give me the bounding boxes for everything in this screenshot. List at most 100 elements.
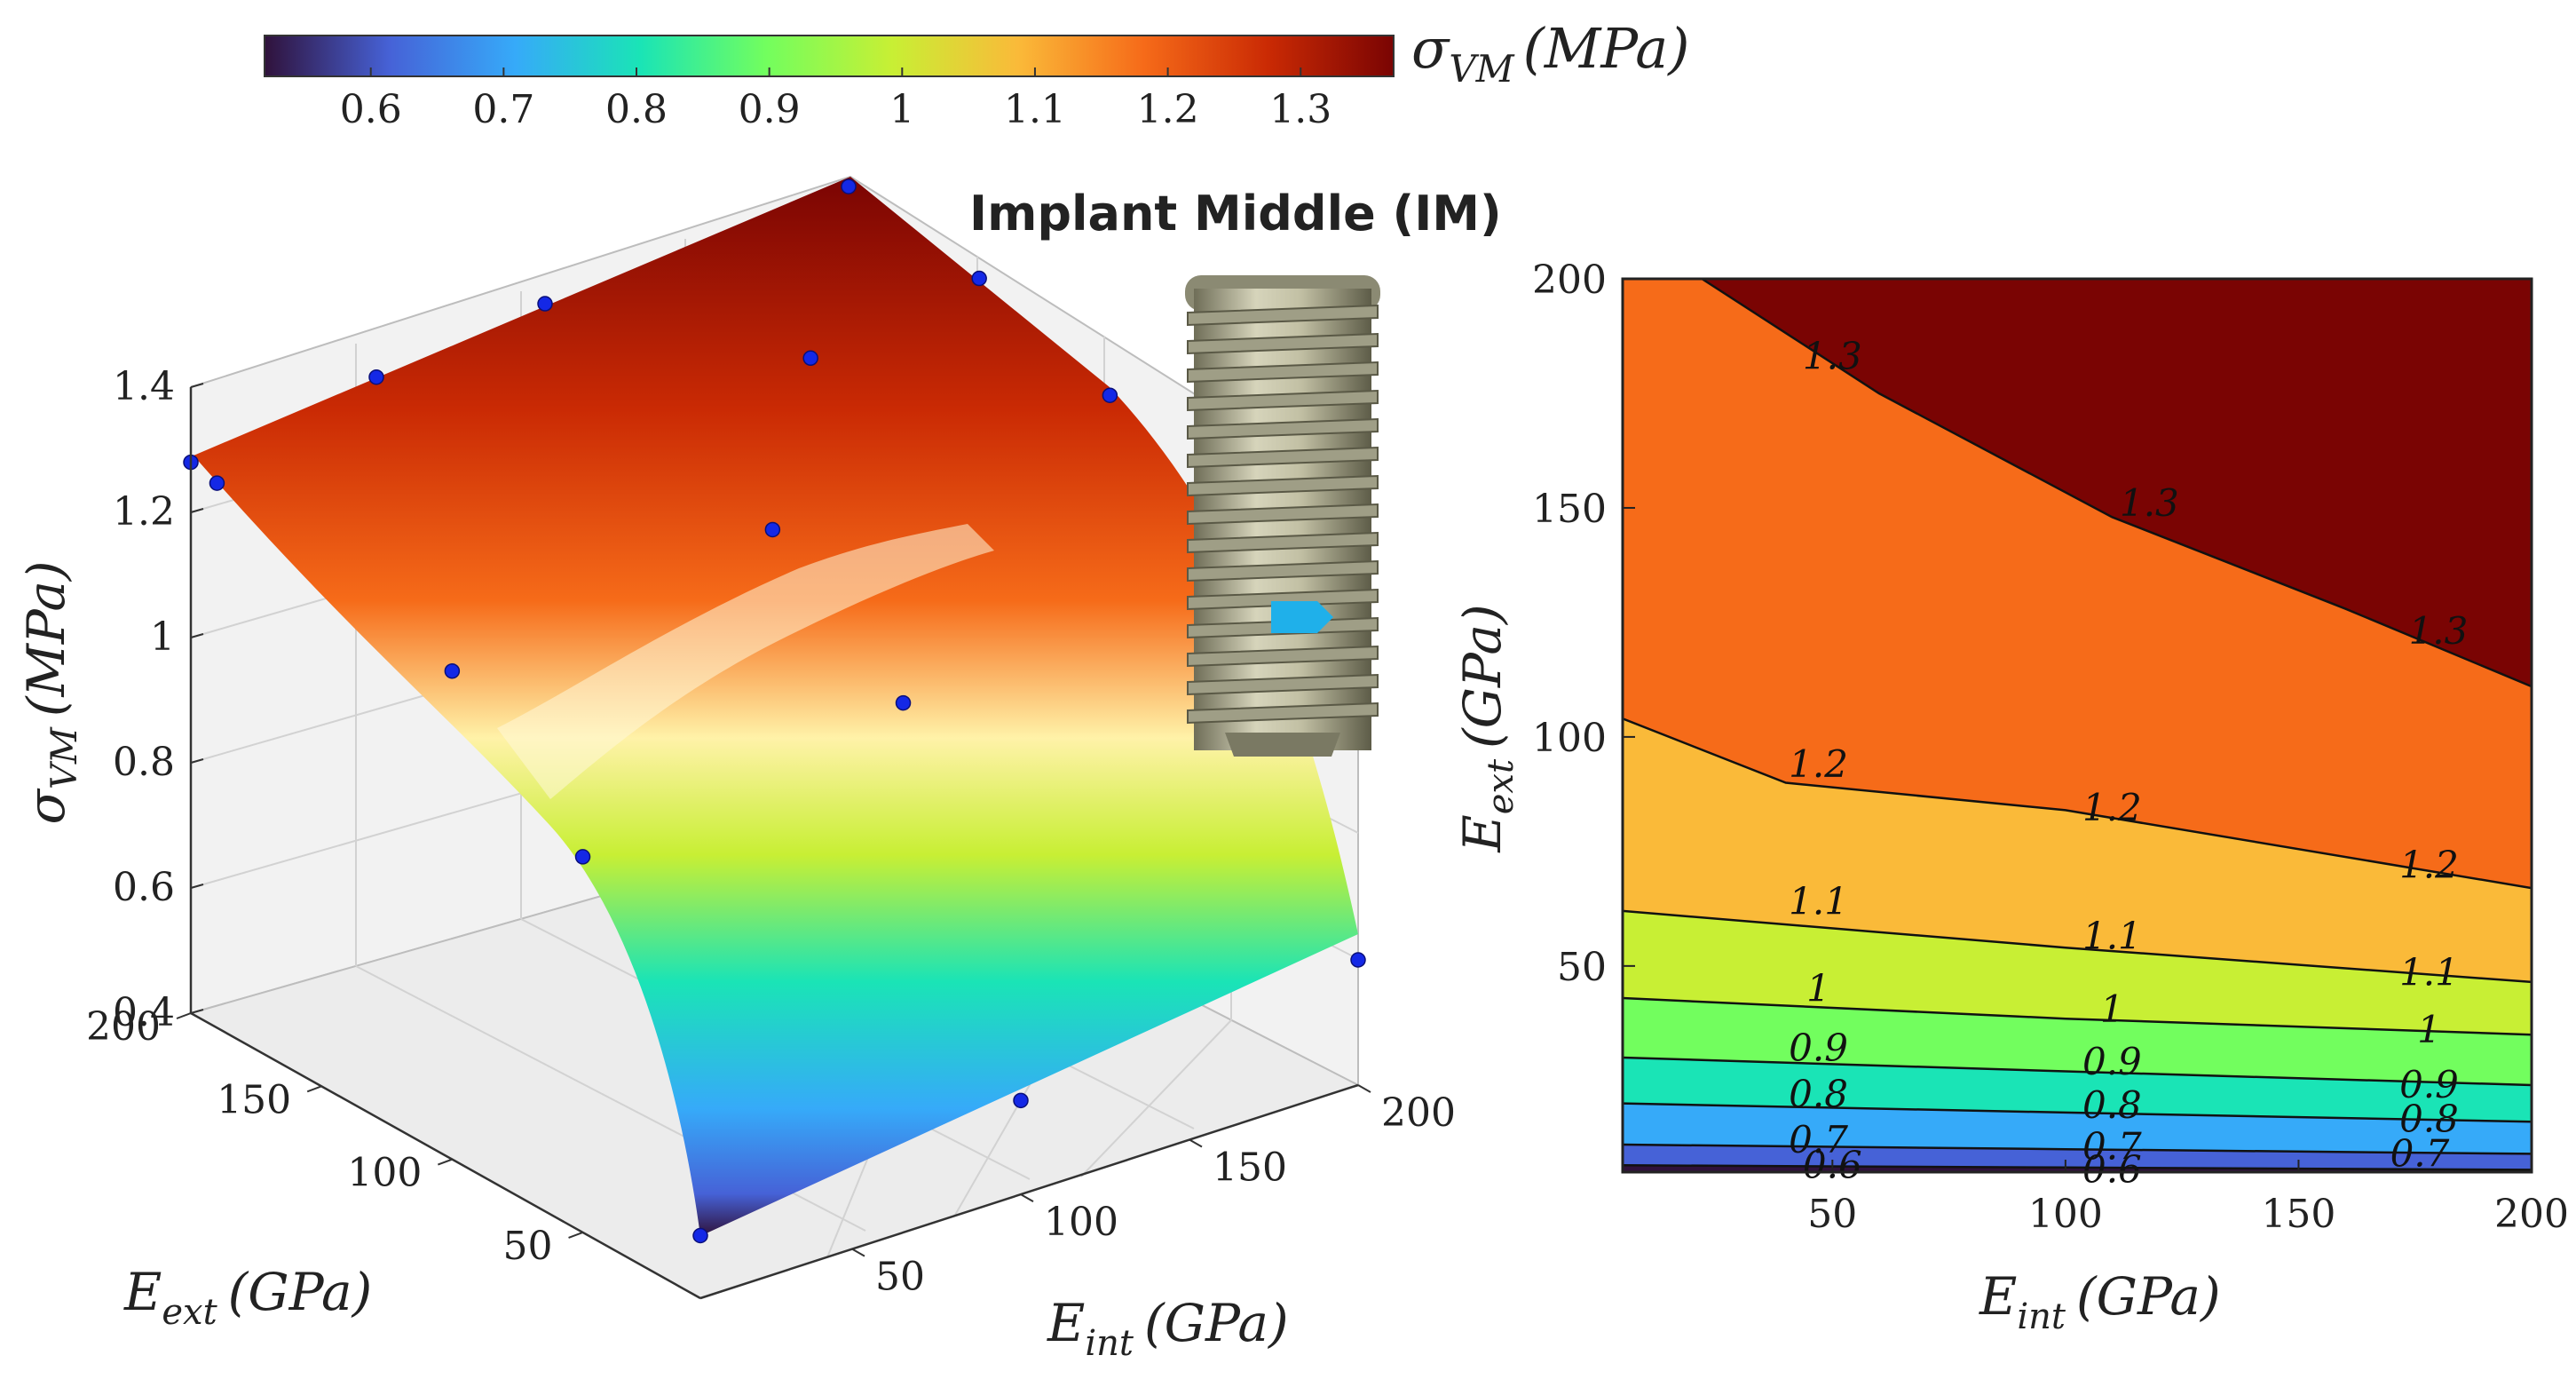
sample-point bbox=[444, 662, 461, 679]
contour-x-tick-label: 150 bbox=[2261, 1192, 2335, 1237]
contour-line bbox=[1623, 909, 2532, 984]
contour-label: 0.8 bbox=[2082, 1083, 2142, 1127]
implant-tip bbox=[1225, 733, 1340, 757]
ext-tick-mark bbox=[176, 1012, 192, 1019]
contour-frame bbox=[1621, 277, 2533, 1174]
implant-thread bbox=[1187, 645, 1379, 668]
z-tick-label: 0.4 bbox=[113, 990, 175, 1035]
z-tick-mark bbox=[190, 383, 204, 388]
sample-point bbox=[1350, 952, 1366, 968]
contour-line bbox=[1623, 1143, 2532, 1155]
sample-point bbox=[802, 350, 818, 367]
ext-tick-mark bbox=[568, 1231, 583, 1239]
ext-tick-label: 50 bbox=[503, 1224, 553, 1269]
int-tick-mark bbox=[851, 1248, 865, 1257]
contour-label: 1.2 bbox=[1789, 742, 1848, 786]
int-axis-ticks: 50 100 150 200 bbox=[851, 1084, 1456, 1300]
contour-band bbox=[1623, 1058, 2532, 1122]
contour-label: 0.9 bbox=[2082, 1040, 2142, 1083]
sample-point bbox=[537, 296, 553, 312]
implant-middle-label: Implant Middle (IM) bbox=[969, 186, 1502, 242]
contour-x-label: Eint (GPa) bbox=[1979, 1266, 2221, 1337]
contour-band bbox=[1623, 279, 2532, 687]
int-tick-mark bbox=[1020, 1193, 1034, 1202]
contour-y-tick-label: 200 bbox=[1532, 258, 1607, 303]
sample-point bbox=[1013, 1092, 1029, 1109]
contour-y-tick-label: 100 bbox=[1532, 716, 1607, 761]
colorbar-tick-label: 1.1 bbox=[1004, 87, 1066, 132]
colorbar-tick-label: 0.9 bbox=[739, 87, 801, 132]
contour-label: 1.1 bbox=[2399, 951, 2459, 995]
ext-tick-label: 200 bbox=[86, 1004, 161, 1050]
contour-x-ticks: 50 100 150 200 bbox=[1807, 1160, 2569, 1237]
ext-tick-label: 100 bbox=[347, 1151, 422, 1196]
contour-label: 1 bbox=[1806, 967, 1830, 1011]
z-tick-mark bbox=[190, 884, 204, 889]
sample-point bbox=[1102, 387, 1118, 403]
colorbar-ticks: 0.6 0.7 0.8 0.9 1 1.1 1.2 1.3 bbox=[340, 67, 1331, 132]
z-tick-label: 1 bbox=[150, 614, 175, 660]
z-tick-mark bbox=[190, 633, 204, 638]
ext-tick-mark bbox=[438, 1158, 453, 1166]
contour-label: 0.9 bbox=[2399, 1063, 2459, 1106]
sample-point bbox=[841, 178, 857, 194]
implant-thread bbox=[1187, 304, 1379, 327]
ext-tick-label: 150 bbox=[217, 1077, 291, 1122]
z-tick-label: 1.4 bbox=[113, 364, 175, 409]
implant-threads bbox=[1187, 304, 1379, 725]
implant-thread bbox=[1187, 588, 1379, 611]
implant-thread bbox=[1187, 332, 1379, 355]
colorbar-tick-label: 0.6 bbox=[340, 87, 402, 132]
implant-thread bbox=[1187, 673, 1379, 696]
contour-line bbox=[1701, 279, 2532, 688]
contour-line bbox=[1623, 996, 2532, 1036]
contour-label: 1 bbox=[2417, 1008, 2441, 1051]
implant-thread bbox=[1187, 531, 1379, 554]
contour-y-label: Eext(GPa) bbox=[1452, 604, 1521, 852]
contour-band bbox=[1623, 1103, 2532, 1154]
contour-band bbox=[1623, 998, 2532, 1085]
colorbar-tick-label: 1.2 bbox=[1137, 87, 1199, 132]
contour-label: 0.7 bbox=[2390, 1131, 2450, 1175]
contour-label: 1.3 bbox=[2409, 609, 2469, 653]
contour-label: 1.3 bbox=[2120, 481, 2179, 525]
contour-label: 0.9 bbox=[1789, 1026, 1848, 1070]
contour-line bbox=[1623, 1102, 2532, 1123]
colorbar-tick-label: 0.8 bbox=[605, 87, 668, 132]
contour-band bbox=[1623, 718, 2532, 982]
sample-point bbox=[971, 270, 987, 287]
z-tick-mark bbox=[190, 1009, 204, 1014]
contour-band bbox=[1623, 279, 2532, 889]
z-tick-mark bbox=[190, 508, 204, 513]
implant-thread bbox=[1187, 389, 1379, 412]
colorbar-strip bbox=[264, 35, 1395, 77]
implant-thread bbox=[1187, 474, 1379, 497]
contour-line bbox=[1623, 1056, 2532, 1087]
contour-fills bbox=[1623, 279, 2532, 1172]
contour-x-tick-label: 50 bbox=[1807, 1192, 1857, 1237]
contour-label: 0.7 bbox=[2082, 1125, 2142, 1169]
implant-thread bbox=[1187, 503, 1379, 526]
z-axis-ticks: 0.4 0.6 0.8 1 1.2 1.4 bbox=[113, 364, 204, 1035]
implant-thread bbox=[1187, 361, 1379, 384]
ext-axis-ticks: 50 100 150 200 bbox=[86, 1004, 583, 1269]
ext-axis-label: Eext (GPa) bbox=[123, 1262, 372, 1333]
colorbar-label: σVM (MPa) bbox=[1411, 16, 1689, 91]
sample-point bbox=[764, 521, 781, 538]
sample-point bbox=[574, 849, 591, 865]
contour-label: 0.6 bbox=[2082, 1147, 2142, 1191]
surface-mesh bbox=[194, 177, 1358, 1236]
contour-band bbox=[1623, 910, 2532, 1035]
int-tick-label: 200 bbox=[1381, 1090, 1456, 1136]
contour-x-tick-label: 100 bbox=[2028, 1192, 2103, 1237]
contour-label: 0.8 bbox=[1789, 1072, 1848, 1115]
sample-point bbox=[895, 694, 912, 711]
contour-label: 1.3 bbox=[1803, 335, 1862, 378]
3d-axes bbox=[189, 387, 1359, 1300]
contour-label: 1.1 bbox=[2082, 914, 2142, 957]
contour-y-ticks: 50 100 150 200 bbox=[1532, 258, 1635, 990]
implant-thread bbox=[1187, 701, 1379, 725]
contour-line bbox=[1623, 717, 2532, 890]
z-tick-label: 0.6 bbox=[113, 865, 175, 910]
